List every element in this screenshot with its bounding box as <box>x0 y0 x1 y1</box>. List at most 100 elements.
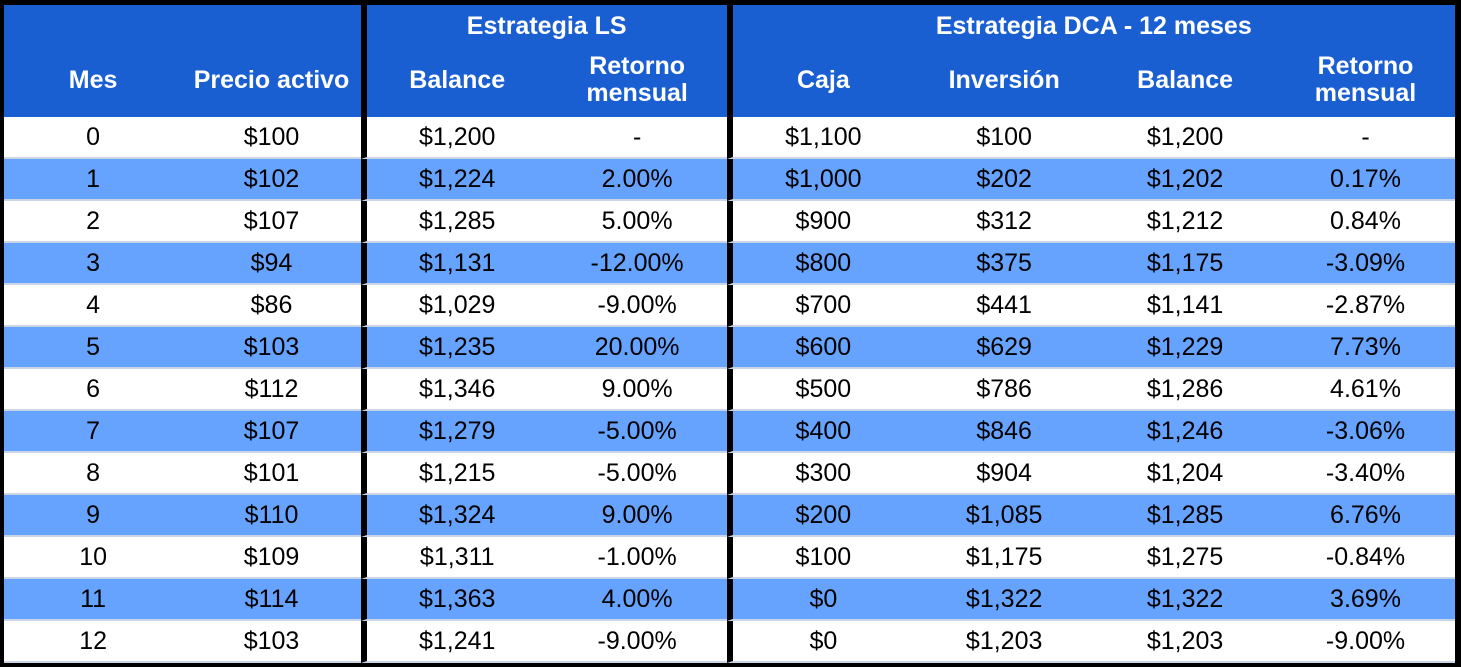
cell-inversion: $312 <box>914 201 1095 243</box>
cell-dca-retorno-mensual: 4.61% <box>1276 369 1455 411</box>
cell-ls-balance: $1,029 <box>360 285 548 327</box>
cell-mes: 4 <box>4 285 183 327</box>
cell-dca-retorno-mensual: 3.69% <box>1276 579 1455 621</box>
column-header-mes: Mes <box>4 47 183 117</box>
column-header-dca-balance: Balance <box>1094 47 1276 117</box>
column-header-ls-retorno-line2: mensual <box>586 79 688 107</box>
cell-caja: $0 <box>726 579 915 621</box>
group-header-row: Estrategia LS Estrategia DCA - 12 meses <box>4 5 1455 47</box>
cell-dca-balance: $1,141 <box>1094 285 1276 327</box>
cell-dca-retorno-mensual: 7.73% <box>1276 327 1455 369</box>
cell-precio-activo: $107 <box>182 411 361 453</box>
cell-precio-activo: $101 <box>182 453 361 495</box>
cell-ls-balance: $1,324 <box>360 495 548 537</box>
cell-dca-balance: $1,204 <box>1094 453 1276 495</box>
cell-precio-activo: $102 <box>182 159 361 201</box>
cell-ls-retorno-mensual: 9.00% <box>547 495 727 537</box>
cell-dca-retorno-mensual: 0.84% <box>1276 201 1455 243</box>
cell-precio-activo: $107 <box>182 201 361 243</box>
table-row: 0 $100 $1,200- $1,100 $100 $1,200- <box>4 117 1455 159</box>
cell-ls-retorno-mensual: -12.00% <box>547 243 727 285</box>
cell-dca-retorno-mensual: 6.76% <box>1276 495 1455 537</box>
cell-dca-retorno-mensual: 0.17% <box>1276 159 1455 201</box>
table-row: 4 $86 $1,029 -9.00% $700 $441 $1,141 -2.87% <box>4 285 1455 327</box>
cell-inversion: $1,322 <box>914 579 1095 621</box>
cell-inversion: $846 <box>914 411 1095 453</box>
cell-dca-retorno-mensual: -0.84% <box>1276 537 1455 579</box>
cell-dca-balance: $1,286 <box>1094 369 1276 411</box>
cell-inversion: $441 <box>914 285 1095 327</box>
cell-caja: $600 <box>726 327 915 369</box>
column-header-dca-retorno-line1: Retorno <box>1317 52 1414 80</box>
cell-precio-activo: $100 <box>182 117 361 159</box>
cell-ls-retorno-mensual: 2.00% <box>547 159 727 201</box>
cell-dca-retorno-mensual: -3.06% <box>1276 411 1455 453</box>
table-row: 6 $112 $1,346 9.00% $500 $786 $1,286 4.61% <box>4 369 1455 411</box>
cell-dca-retorno-mensual: - <box>1276 117 1455 159</box>
table-row: 5 $103 $1,235 20.00% $600 $629 $1,229 7.73% <box>4 327 1455 369</box>
strategy-comparison-table: Estrategia LS Estrategia DCA - 12 meses … <box>4 5 1455 663</box>
cell-caja: $1,100 <box>726 117 915 159</box>
cell-ls-balance: $1,215 <box>360 453 548 495</box>
cell-inversion: $629 <box>914 327 1095 369</box>
cell-inversion: $202 <box>914 159 1095 201</box>
table-row: 1 $102 $1,224 2.00% $1,000 $202 $1,202 0.17% <box>4 159 1455 201</box>
group-header-empty <box>4 5 183 47</box>
table-row: 11 $114 $1,363 4.00% $0 $1,322 $1,322 3.69% <box>4 579 1455 621</box>
column-header-ls-retorno: Retorno mensual <box>547 47 727 117</box>
column-header-caja: Caja <box>726 47 915 117</box>
cell-ls-retorno-mensual: -5.00% <box>547 453 727 495</box>
cell-mes: 10 <box>4 537 183 579</box>
table-row: 9 $110 $1,324 9.00% $200 $1,085 $1,285 6.76% <box>4 495 1455 537</box>
cell-mes: 12 <box>4 621 183 663</box>
table-row: 8 $101 $1,215 -5.00% $300 $904 $1,204 -3.40% <box>4 453 1455 495</box>
column-header-precio: Precio activo <box>182 47 361 117</box>
cell-dca-balance: $1,200 <box>1094 117 1276 159</box>
cell-caja: $400 <box>726 411 915 453</box>
table-row: 12 $103 $1,241 -9.00% $0 $1,203 $1,203 -9.00% <box>4 621 1455 663</box>
cell-mes: 2 <box>4 201 183 243</box>
table-row: 3 $94 $1,131 -12.00% $800 $375 $1,175 -3.09% <box>4 243 1455 285</box>
cell-inversion: $786 <box>914 369 1095 411</box>
group-header-ls: Estrategia LS <box>360 5 727 47</box>
cell-precio-activo: $103 <box>182 621 361 663</box>
cell-ls-balance: $1,346 <box>360 369 548 411</box>
cell-dca-balance: $1,212 <box>1094 201 1276 243</box>
cell-dca-balance: $1,203 <box>1094 621 1276 663</box>
cell-ls-retorno-mensual: -1.00% <box>547 537 727 579</box>
cell-caja: $500 <box>726 369 915 411</box>
group-header-dca: Estrategia DCA - 12 meses <box>726 5 1455 47</box>
cell-ls-balance: $1,285 <box>360 201 548 243</box>
cell-dca-retorno-mensual: -3.40% <box>1276 453 1455 495</box>
column-header-row: Mes Precio activo Balance Retorno mensua… <box>4 47 1455 117</box>
cell-mes: 11 <box>4 579 183 621</box>
cell-mes: 5 <box>4 327 183 369</box>
cell-caja: $300 <box>726 453 915 495</box>
cell-ls-balance: $1,131 <box>360 243 548 285</box>
cell-inversion: $1,085 <box>914 495 1095 537</box>
cell-ls-balance: $1,241 <box>360 621 548 663</box>
cell-ls-balance: $1,363 <box>360 579 548 621</box>
cell-dca-balance: $1,202 <box>1094 159 1276 201</box>
cell-dca-balance: $1,175 <box>1094 243 1276 285</box>
cell-caja: $0 <box>726 621 915 663</box>
cell-inversion: $100 <box>914 117 1095 159</box>
cell-ls-retorno-mensual: 5.00% <box>547 201 727 243</box>
cell-caja: $700 <box>726 285 915 327</box>
cell-ls-retorno-mensual: - <box>547 117 727 159</box>
cell-dca-balance: $1,246 <box>1094 411 1276 453</box>
cell-caja: $100 <box>726 537 915 579</box>
column-header-inversion: Inversión <box>914 47 1095 117</box>
table-row: 10 $109 $1,311 -1.00% $100 $1,175 $1,275 -0.84% <box>4 537 1455 579</box>
cell-ls-retorno-mensual: 4.00% <box>547 579 727 621</box>
cell-mes: 0 <box>4 117 183 159</box>
column-header-dca-retorno: Retorno mensual <box>1276 47 1455 117</box>
table-row: 2 $107 $1,285 5.00% $900 $312 $1,212 0.84% <box>4 201 1455 243</box>
cell-inversion: $1,203 <box>914 621 1095 663</box>
cell-caja: $800 <box>726 243 915 285</box>
column-header-ls-balance: Balance <box>360 47 548 117</box>
cell-dca-retorno-mensual: -2.87% <box>1276 285 1455 327</box>
cell-ls-retorno-mensual: -9.00% <box>547 285 727 327</box>
cell-precio-activo: $94 <box>182 243 361 285</box>
cell-dca-balance: $1,275 <box>1094 537 1276 579</box>
